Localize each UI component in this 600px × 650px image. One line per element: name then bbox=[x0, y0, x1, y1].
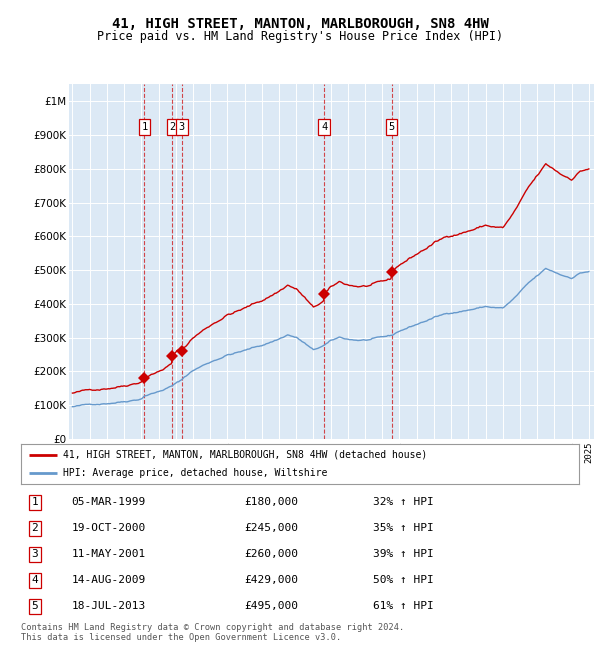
Text: £429,000: £429,000 bbox=[244, 575, 298, 586]
Text: 39% ↑ HPI: 39% ↑ HPI bbox=[373, 549, 433, 560]
Text: 4: 4 bbox=[32, 575, 38, 586]
Text: 41, HIGH STREET, MANTON, MARLBOROUGH, SN8 4HW (detached house): 41, HIGH STREET, MANTON, MARLBOROUGH, SN… bbox=[63, 450, 427, 460]
Text: 1: 1 bbox=[32, 497, 38, 508]
Text: HPI: Average price, detached house, Wiltshire: HPI: Average price, detached house, Wilt… bbox=[63, 469, 327, 478]
Text: £245,000: £245,000 bbox=[244, 523, 298, 534]
Text: 18-JUL-2013: 18-JUL-2013 bbox=[71, 601, 145, 612]
Text: 5: 5 bbox=[32, 601, 38, 612]
Text: £495,000: £495,000 bbox=[244, 601, 298, 612]
Text: £260,000: £260,000 bbox=[244, 549, 298, 560]
Text: 50% ↑ HPI: 50% ↑ HPI bbox=[373, 575, 433, 586]
Text: 05-MAR-1999: 05-MAR-1999 bbox=[71, 497, 145, 508]
Text: 35% ↑ HPI: 35% ↑ HPI bbox=[373, 523, 433, 534]
Text: 32% ↑ HPI: 32% ↑ HPI bbox=[373, 497, 433, 508]
Text: 3: 3 bbox=[32, 549, 38, 560]
Text: 4: 4 bbox=[321, 122, 327, 132]
Text: 2: 2 bbox=[169, 122, 175, 132]
Text: 3: 3 bbox=[179, 122, 185, 132]
Text: 19-OCT-2000: 19-OCT-2000 bbox=[71, 523, 145, 534]
Text: Contains HM Land Registry data © Crown copyright and database right 2024.
This d: Contains HM Land Registry data © Crown c… bbox=[21, 623, 404, 642]
Text: 61% ↑ HPI: 61% ↑ HPI bbox=[373, 601, 433, 612]
Text: 2: 2 bbox=[32, 523, 38, 534]
Text: 41, HIGH STREET, MANTON, MARLBOROUGH, SN8 4HW: 41, HIGH STREET, MANTON, MARLBOROUGH, SN… bbox=[112, 17, 488, 31]
Text: 11-MAY-2001: 11-MAY-2001 bbox=[71, 549, 145, 560]
Text: Price paid vs. HM Land Registry's House Price Index (HPI): Price paid vs. HM Land Registry's House … bbox=[97, 30, 503, 43]
Text: 1: 1 bbox=[141, 122, 148, 132]
Text: 14-AUG-2009: 14-AUG-2009 bbox=[71, 575, 145, 586]
Text: £180,000: £180,000 bbox=[244, 497, 298, 508]
Text: 5: 5 bbox=[388, 122, 395, 132]
